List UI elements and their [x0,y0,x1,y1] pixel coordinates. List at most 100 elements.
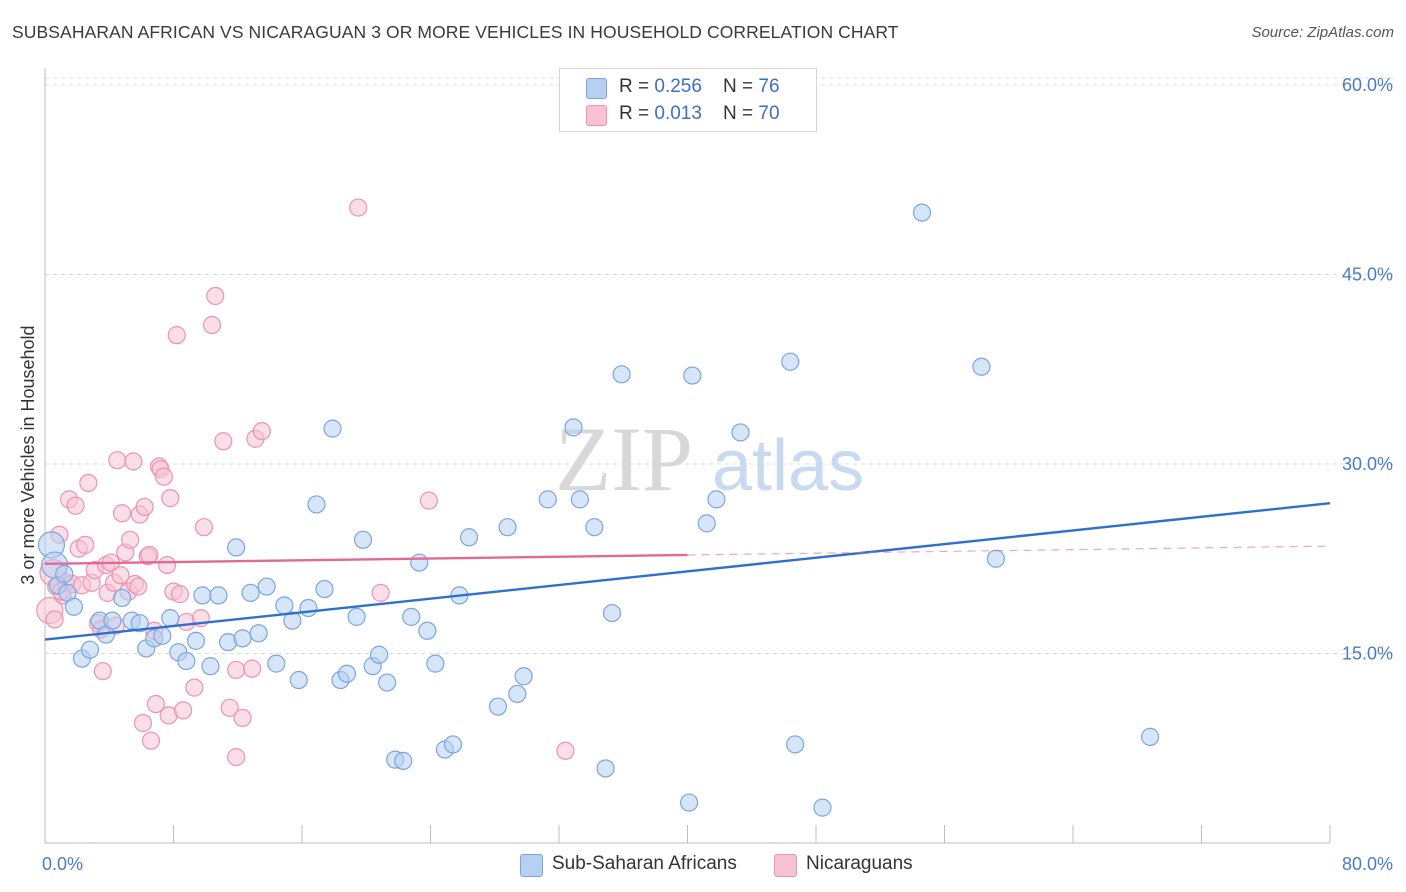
sub-saharan-point [299,598,318,618]
sub-saharan-point [564,418,583,437]
sub-saharan-point [538,490,557,509]
y-tick-label: 45.0% [1342,265,1393,285]
sub-saharan-point [443,735,463,754]
sub-saharan-trend-line [44,501,1331,641]
sub-saharan-point [153,626,172,645]
legend-text-pink: R = 0.013 N = 70 [619,103,780,125]
nicaraguan-point [167,326,186,345]
y-tick-label: 30.0% [1342,454,1393,474]
sub-saharan-point [337,664,357,683]
sub-saharan-point [570,490,589,509]
sub-saharan-point [55,564,74,584]
sub-saharan-point [410,553,429,572]
nicaraguan-point [220,698,239,717]
nicaraguan-point [133,713,153,733]
sub-saharan-point [201,657,220,676]
legend-swatch-blue [586,78,607,99]
sub-saharan-point [177,651,196,671]
sub-saharan-point [307,495,326,514]
sub-saharan-point [418,621,437,640]
x-tick-label: 0.0% [42,854,83,874]
trend-lines [44,501,1331,641]
bottom-legend-label-pink: Nicaraguans [806,853,913,874]
legend-n-value: 70 [758,103,780,124]
legend-r-label: R = [619,103,655,124]
nicaraguan-point [146,694,165,714]
sub-saharan-point [394,751,413,770]
nicaraguan-point [419,491,438,510]
nicaraguan-point [157,555,177,575]
nicaraguan-point [185,678,204,697]
bottom-legend-swatch-blue [520,854,543,877]
nicaraguan-point [141,731,161,750]
sub-saharan-point [514,667,533,686]
nicaraguan-point [556,741,575,760]
sub-saharan-point [233,629,252,648]
sub-saharan-point [508,684,527,704]
sub-saharan-point [249,624,268,643]
bottom-legend-swatch-pink [774,854,797,877]
legend-text-blue: R = 0.256 N = 76 [619,76,780,98]
sub-saharan-point [683,366,702,385]
sub-saharan-point [289,670,308,690]
sub-saharan-point [103,611,122,630]
sub-saharan-point [1140,727,1160,746]
nicaraguan-point [112,504,132,523]
sub-saharan-point [209,586,228,605]
nicaraguan-point [202,315,222,335]
sub-saharan-point [697,514,716,533]
sub-saharan-point [370,645,389,664]
sub-saharan-point [602,603,622,623]
sub-saharan-point [227,538,246,557]
nicaraguan-point [349,198,368,217]
chart-source: Source: ZipAtlas.com [1251,24,1394,41]
nicaraguan-point [227,660,246,680]
sub-saharan-point [275,596,294,615]
nicaraguan-point [194,518,214,537]
nicaraguan-point [214,432,233,451]
nicaraguan-point [206,286,225,306]
nicaraguan-point [243,659,262,678]
y-axis-label: 3 or more Vehicles in Household [18,325,38,584]
nicaraguan-point [45,610,64,629]
nicaraguan-point [140,545,159,565]
nicaraguan-trend-line-extension [687,545,1331,556]
legend-n-label: N = [723,103,759,124]
sub-saharan-point [612,365,631,384]
nicaraguan-point [124,452,143,471]
sub-saharan-point [813,798,832,817]
legend-n-label: N = [723,76,759,97]
x-tick-label: 80.0% [1342,854,1393,874]
nicaraguan-point [135,497,154,517]
nicaraguan-point [76,535,95,554]
nicaraguan-point [93,662,112,681]
sub-saharan-point [731,423,750,442]
nicaraguan-point [111,566,130,585]
nicaraguan-point [154,467,173,486]
sub-saharan-point [498,518,517,537]
nicaraguan-point [174,701,193,720]
sub-saharan-point [193,586,212,605]
nicaraguan-point [170,585,190,604]
sub-saharan-point [986,549,1006,568]
nicaraguan-point [161,489,180,508]
sub-saharan-point [64,597,84,616]
sub-saharan-point [347,607,366,626]
correlation-legend: R = 0.256 N = 76 R = 0.013 N = 70 [559,68,817,132]
sub-saharan-point [402,607,421,626]
sub-saharan-point [781,352,800,371]
nicaraguan-point [227,747,246,767]
sub-saharan-point [186,631,206,650]
sub-saharan-africans-points [37,203,1160,817]
sub-saharan-point [707,490,726,509]
legend-r-label: R = [619,76,655,97]
sub-saharan-point [459,528,479,547]
sub-saharan-point [378,673,397,692]
sub-saharan-point [585,518,604,537]
axes [44,68,1331,844]
sub-saharan-point [161,609,180,628]
legend-swatch-pink [586,105,607,126]
bottom-legend-label-blue: Sub-Saharan Africans [552,853,737,874]
sub-saharan-point [315,579,334,599]
